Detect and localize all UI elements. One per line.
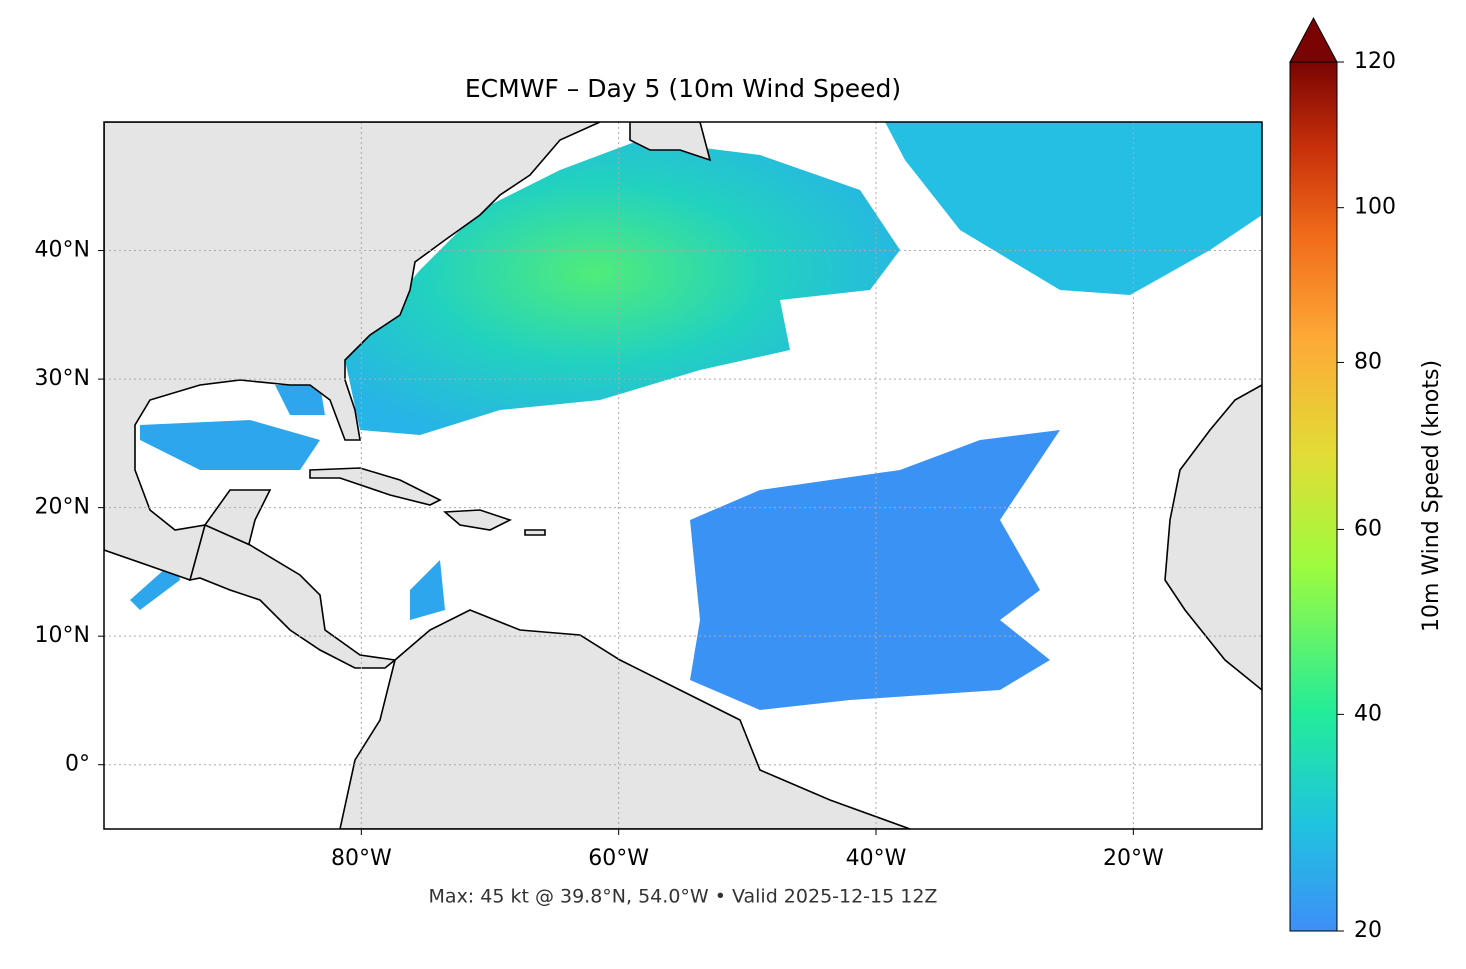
- land: [339, 609, 911, 829]
- x-tick-label: 60°W: [588, 846, 649, 871]
- wind-field: [140, 420, 320, 470]
- wind-field: [130, 385, 445, 620]
- x-tick-label: 40°W: [846, 846, 907, 871]
- wind-field: [885, 122, 1262, 295]
- y-tick-label: 20°N: [35, 495, 90, 520]
- y-tick-label: 10°N: [35, 623, 90, 648]
- x-tick-label: 20°W: [1103, 846, 1164, 871]
- land: [188, 523, 397, 669]
- annotation: Max: 45 kt @ 39.8°N, 54.0°W • Valid 2025…: [429, 886, 938, 908]
- wind-field: [690, 430, 1060, 710]
- y-tick-label: 30°N: [35, 366, 90, 391]
- x-tick-label: 80°W: [331, 846, 392, 871]
- map-frame: [103, 121, 1263, 830]
- land: [1164, 384, 1262, 692]
- map-title: ECMWF – Day 5 (10m Wind Speed): [465, 74, 901, 103]
- colorbar: 10m Wind Speed (knots) 20 40 60 80 100 120: [1289, 16, 1444, 943]
- y-tick-label: 40°N: [35, 238, 90, 263]
- colorbar-tick-label: 120: [1354, 49, 1396, 74]
- colorbar-tick-label: 40: [1354, 701, 1382, 726]
- map-area: [104, 122, 1262, 829]
- land: [104, 122, 601, 581]
- colorbar-tick-label: 20: [1354, 918, 1382, 943]
- colorbar-label: 10m Wind Speed (knots): [1419, 360, 1444, 632]
- colorbar-bar: [1289, 61, 1338, 932]
- y-tick-label: 0°: [65, 752, 90, 777]
- colorbar-tick-label: 60: [1354, 516, 1382, 541]
- colorbar-extend: [1289, 16, 1338, 63]
- colorbar-tick-label: 100: [1354, 195, 1396, 220]
- colorbar-tick-label: 80: [1354, 349, 1382, 374]
- land: [309, 122, 712, 536]
- wind-field: [345, 140, 900, 435]
